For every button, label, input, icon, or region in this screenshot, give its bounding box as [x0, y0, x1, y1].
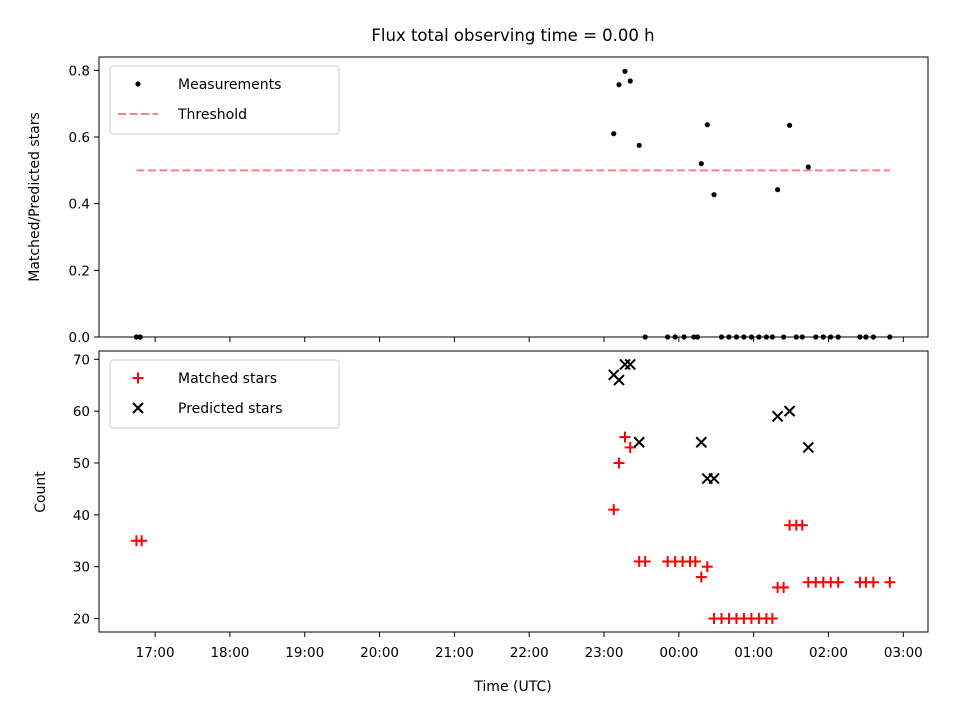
legend-label: Threshold [177, 107, 247, 123]
x-tick-label: 03:00 [884, 645, 923, 661]
data-point [704, 122, 710, 128]
data-point [613, 457, 625, 469]
y-tick-label: 0.4 [69, 197, 90, 213]
data-point [867, 576, 879, 588]
data-point [775, 187, 781, 193]
top-panel: 0.0 0.2 0.4 0.6 0.8 Measurements Threshold [69, 56, 929, 346]
x-tick-label: 22:00 [510, 645, 549, 661]
y-tick-label: 70 [73, 352, 90, 368]
data-point [711, 192, 717, 198]
x-tick-label: 19:00 [285, 645, 324, 661]
legend-box [109, 359, 340, 429]
legend-label: Measurements [178, 77, 281, 93]
y-tick-label: 20 [73, 612, 90, 628]
data-point [689, 555, 701, 567]
data-point [771, 410, 784, 423]
data-point [622, 68, 628, 74]
bottom-panel: 20 30 40 50 60 70 17:00 18:00 19:00 20:00 21:00 22:… [73, 350, 929, 661]
data-point [766, 613, 778, 625]
series-predicted-stars [608, 358, 814, 485]
data-point [633, 436, 645, 448]
data-point [136, 535, 148, 547]
x-tick-label: 00:00 [659, 645, 698, 661]
data-point [701, 561, 713, 573]
y-tick-label: 0.6 [69, 130, 90, 146]
x-tick-label: 17:00 [136, 645, 175, 661]
legend-label: Matched stars [178, 371, 277, 387]
legend-label: Predicted stars [178, 401, 283, 417]
y-tick-label: 0.2 [69, 263, 90, 279]
legend-box [109, 65, 340, 135]
x-tick-label: 02:00 [809, 645, 848, 661]
data-point [796, 519, 808, 531]
plot-frame [98, 56, 929, 338]
data-point [783, 405, 796, 417]
y-tick-label: 40 [73, 508, 90, 524]
data-point [786, 122, 793, 128]
y-tick-label: 0.8 [69, 63, 90, 79]
x-tick-label: 18:00 [210, 645, 249, 661]
data-point [624, 358, 636, 371]
data-point [805, 164, 811, 170]
x-tick-label: 21:00 [435, 645, 474, 661]
data-point [611, 131, 617, 137]
legend: Matched stars Predicted stars [109, 359, 340, 429]
data-point [639, 555, 651, 567]
data-point [695, 436, 708, 448]
data-point [832, 576, 844, 588]
bottom-y-axis-label: Count [33, 471, 49, 513]
data-point [695, 571, 707, 583]
series-matched-stars [130, 431, 896, 625]
y-tick-label: 30 [73, 560, 90, 576]
data-point [627, 78, 633, 84]
data-point [608, 504, 620, 516]
data-point [624, 441, 636, 453]
y-tick-label: 50 [73, 456, 90, 472]
x-tick-label: 23:00 [585, 645, 624, 661]
data-point [619, 358, 631, 371]
legend-swatch [132, 372, 144, 384]
data-point [636, 142, 642, 148]
legend: Measurements Threshold [109, 65, 340, 135]
data-point [616, 82, 622, 88]
data-point [778, 581, 790, 593]
x-tick-label: 01:00 [734, 645, 773, 661]
x-tick-label: 20:00 [360, 645, 399, 661]
data-point [619, 431, 631, 443]
top-y-axis-label: Matched/Predicted stars [27, 112, 43, 282]
data-point [708, 472, 720, 485]
data-point [884, 576, 896, 588]
data-point [698, 161, 704, 167]
chart-title: Flux total observing time = 0.00 h [371, 26, 654, 45]
plot-frame [98, 350, 929, 633]
legend-swatch [135, 81, 141, 87]
x-axis-label: Time (UTC) [473, 679, 551, 695]
y-tick-label: 60 [73, 404, 90, 420]
y-tick-label: 0.0 [69, 330, 90, 346]
data-point [613, 374, 625, 386]
legend-swatch [132, 402, 144, 414]
data-point [802, 441, 814, 454]
